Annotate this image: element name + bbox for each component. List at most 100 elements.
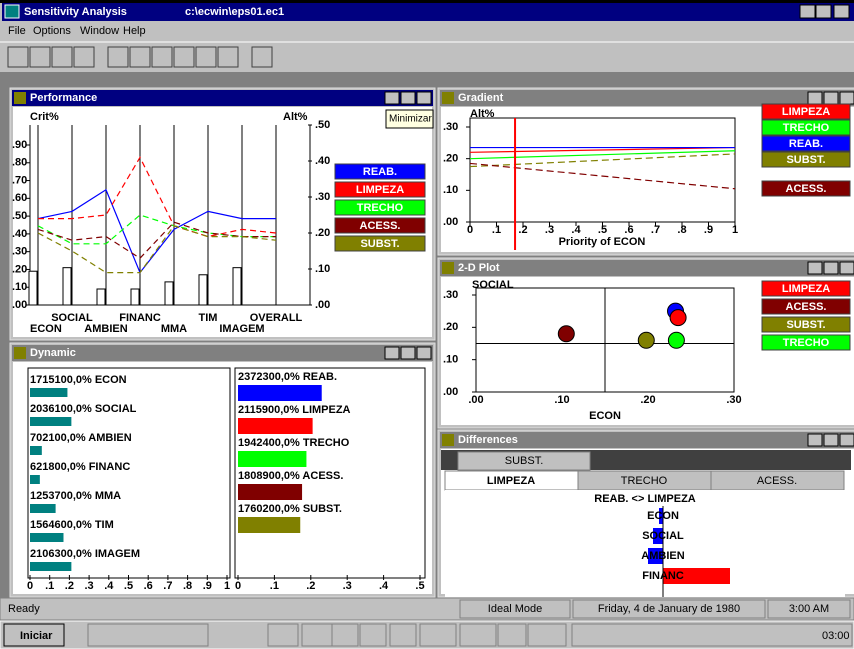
menu-item[interactable]: Help [123, 25, 146, 37]
toolbar-button[interactable] [107, 46, 129, 68]
y-tick-label: .60 [12, 192, 27, 204]
legend-swatch[interactable] [761, 316, 851, 333]
task-button[interactable] [87, 623, 209, 647]
window-button[interactable] [416, 91, 432, 105]
menu-item[interactable]: Window [80, 25, 119, 37]
task-button[interactable] [419, 623, 457, 647]
menu-item[interactable]: File [8, 25, 26, 37]
y2-tick-label: .10 [315, 263, 330, 275]
diff-bar [659, 508, 663, 524]
task-button[interactable] [331, 623, 359, 647]
status-mode: Ideal Mode [488, 603, 542, 615]
status-panel [767, 599, 851, 619]
weight-bar [130, 288, 140, 306]
window-button[interactable] [384, 346, 400, 360]
task-button[interactable] [267, 623, 299, 647]
point [667, 331, 685, 349]
criterion-bar [30, 533, 64, 542]
x-tick-label: 0 [467, 224, 473, 236]
legend-swatch[interactable] [761, 103, 851, 120]
legend-swatch[interactable] [334, 163, 426, 180]
y-tick-label: .10 [443, 184, 458, 196]
diff-bar [648, 548, 663, 564]
axis-label: Priority of ECON [559, 236, 646, 248]
legend-swatch[interactable] [334, 181, 426, 198]
task-button[interactable] [459, 623, 497, 647]
tab[interactable] [457, 451, 591, 471]
task-button[interactable] [301, 623, 333, 647]
legend-swatch[interactable] [761, 298, 851, 315]
x-tick-label: .30 [726, 394, 741, 406]
legend-swatch[interactable] [761, 119, 851, 136]
toolbar-button[interactable] [73, 46, 95, 68]
y-tick-label: .20 [12, 263, 27, 275]
task-button[interactable] [389, 623, 417, 647]
y-tick-label: .30 [443, 289, 458, 301]
legend-swatch[interactable] [334, 199, 426, 216]
window-title: Performance [30, 92, 97, 104]
legend-swatch[interactable] [761, 151, 851, 168]
y-tick-label: .40 [12, 228, 27, 240]
x-tick-label: .6 [624, 224, 633, 236]
toolbar-button[interactable] [151, 46, 173, 68]
toolbar-button[interactable] [251, 46, 273, 68]
y-tick-label: .00 [12, 299, 27, 311]
legend-swatch[interactable] [761, 180, 851, 197]
task-button[interactable] [527, 623, 567, 647]
x-tick-label: .8 [677, 224, 686, 236]
legend-label: REAB. [789, 138, 823, 150]
window-button[interactable] [823, 261, 839, 275]
window-button[interactable] [823, 91, 839, 105]
x-tick-label: OVERALL [250, 312, 303, 324]
status-message: Ready [8, 603, 40, 615]
x-tick-label: .2 [65, 580, 74, 592]
task-button[interactable] [497, 623, 527, 647]
window-button[interactable] [839, 91, 854, 105]
toolbar-button[interactable] [195, 46, 217, 68]
y-tick-label: .00 [443, 216, 458, 228]
window-button[interactable] [416, 346, 432, 360]
window-button[interactable] [839, 261, 854, 275]
window-button[interactable] [400, 346, 416, 360]
window-button[interactable] [815, 4, 832, 19]
window-button[interactable] [400, 91, 416, 105]
window-button[interactable] [807, 91, 823, 105]
alternative-label: 2372300,0% REAB. [238, 371, 337, 383]
window-button[interactable] [823, 433, 839, 447]
tooltip [385, 109, 434, 129]
criterion-bar [30, 562, 72, 571]
toolbar-button[interactable] [7, 46, 29, 68]
x-tick-label: SOCIAL [51, 312, 93, 324]
legend-label: SUBST. [786, 319, 825, 331]
window-button[interactable] [807, 261, 823, 275]
x-tick-label: FINANC [119, 312, 161, 324]
start-button[interactable] [3, 623, 65, 647]
legend-swatch[interactable] [761, 280, 851, 297]
task-button[interactable] [359, 623, 387, 647]
window-button[interactable] [839, 433, 854, 447]
point [637, 331, 655, 349]
status-panel [572, 599, 766, 619]
toolbar-button[interactable] [51, 46, 73, 68]
legend-label: SUBST. [786, 154, 825, 166]
legend-swatch[interactable] [334, 235, 426, 252]
window-button[interactable] [833, 4, 850, 19]
toolbar-button[interactable] [129, 46, 151, 68]
window-button[interactable] [799, 4, 816, 19]
x-tick-label: .2 [306, 580, 315, 592]
diff-bar [653, 528, 663, 544]
criterion-label: 2036100,0% SOCIAL [30, 403, 137, 415]
x-tick-label: .1 [45, 580, 54, 592]
window-button[interactable] [807, 433, 823, 447]
legend-swatch[interactable] [761, 135, 851, 152]
toolbar-button[interactable] [217, 46, 239, 68]
legend-label: SUBST. [360, 238, 399, 250]
window-button[interactable] [384, 91, 400, 105]
legend-swatch[interactable] [761, 334, 851, 351]
menu-item[interactable]: Options [33, 25, 71, 37]
x-tick-label: .00 [468, 394, 483, 406]
toolbar-button[interactable] [29, 46, 51, 68]
axis-label: ECON [589, 410, 621, 422]
toolbar-button[interactable] [173, 46, 195, 68]
legend-swatch[interactable] [334, 217, 426, 234]
